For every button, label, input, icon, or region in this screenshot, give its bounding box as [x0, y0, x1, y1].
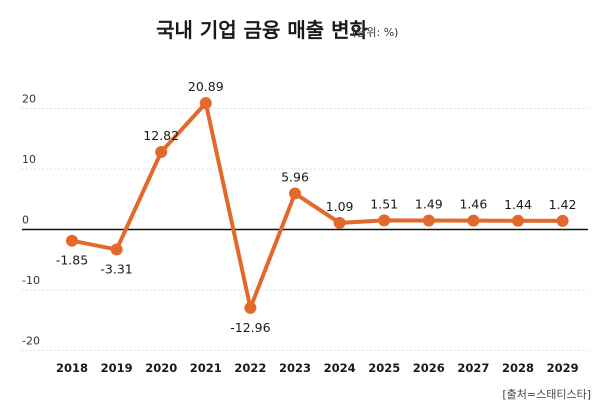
x-tick-label: 2018 — [56, 361, 88, 375]
data-point-2028 — [512, 214, 524, 227]
x-tick-label: 2028 — [502, 361, 534, 375]
data-label-2028: 1.44 — [504, 197, 532, 212]
chart-title: 국내 기업 금융 매출 변화 — [156, 18, 368, 42]
data-label-2023: 5.96 — [281, 169, 309, 184]
x-tick-label: 2022 — [234, 361, 266, 375]
y-tick-label: 10 — [22, 153, 36, 166]
x-tick-label: 2024 — [324, 361, 356, 375]
data-label-2027: 1.46 — [459, 197, 487, 212]
data-label-2024: 1.09 — [326, 199, 354, 214]
series-growth — [66, 97, 569, 315]
source-note: [출처=스태티스타] — [502, 388, 591, 401]
data-point-2018 — [66, 234, 78, 247]
gridlines — [22, 108, 588, 351]
x-axis-ticks: 2018 2019 2020 2021 2022 2023 2024 2025 2026 2027… — [56, 361, 579, 375]
data-point-2022 — [244, 301, 257, 314]
data-point-2024 — [333, 216, 346, 229]
chart-unit: (단위: %) — [352, 26, 398, 39]
data-point-2023 — [289, 187, 301, 200]
data-labels: -1.85 -3.31 12.82 20.89 -12.96 5.96 1.09 1.51 1.… — [56, 79, 577, 335]
data-point-2029 — [556, 214, 569, 227]
data-label-2026: 1.49 — [415, 196, 443, 211]
series-line — [70, 98, 565, 315]
x-tick-label: 2019 — [101, 361, 133, 375]
data-label-2021: 20.89 — [188, 79, 224, 94]
data-point-2020 — [155, 145, 168, 158]
data-point-2026 — [422, 214, 435, 227]
y-tick-label: -10 — [22, 274, 40, 287]
data-point-2019 — [110, 243, 123, 256]
y-axis-ticks: 20 10 0 -10 -20 — [22, 93, 40, 348]
data-label-2025: 1.51 — [370, 196, 398, 211]
x-tick-label: 2026 — [413, 361, 445, 375]
data-label-2018: -1.85 — [56, 253, 88, 268]
x-tick-label: 2021 — [190, 361, 222, 375]
x-tick-label: 2023 — [279, 361, 311, 375]
y-tick-label: -20 — [22, 335, 40, 348]
x-tick-label: 2029 — [547, 361, 579, 375]
y-tick-label: 20 — [22, 93, 36, 106]
x-tick-label: 2025 — [368, 361, 400, 375]
data-label-2019: -3.31 — [100, 262, 132, 277]
data-point-2027 — [467, 214, 480, 227]
data-label-2020: 12.82 — [143, 128, 179, 143]
data-point-2025 — [378, 214, 391, 227]
data-label-2029: 1.42 — [549, 197, 577, 212]
x-tick-label: 2020 — [145, 361, 177, 375]
data-point-2021 — [199, 97, 212, 110]
data-label-2022: -12.96 — [230, 320, 270, 335]
y-tick-label: 0 — [22, 214, 29, 227]
x-tick-label: 2027 — [457, 361, 489, 375]
